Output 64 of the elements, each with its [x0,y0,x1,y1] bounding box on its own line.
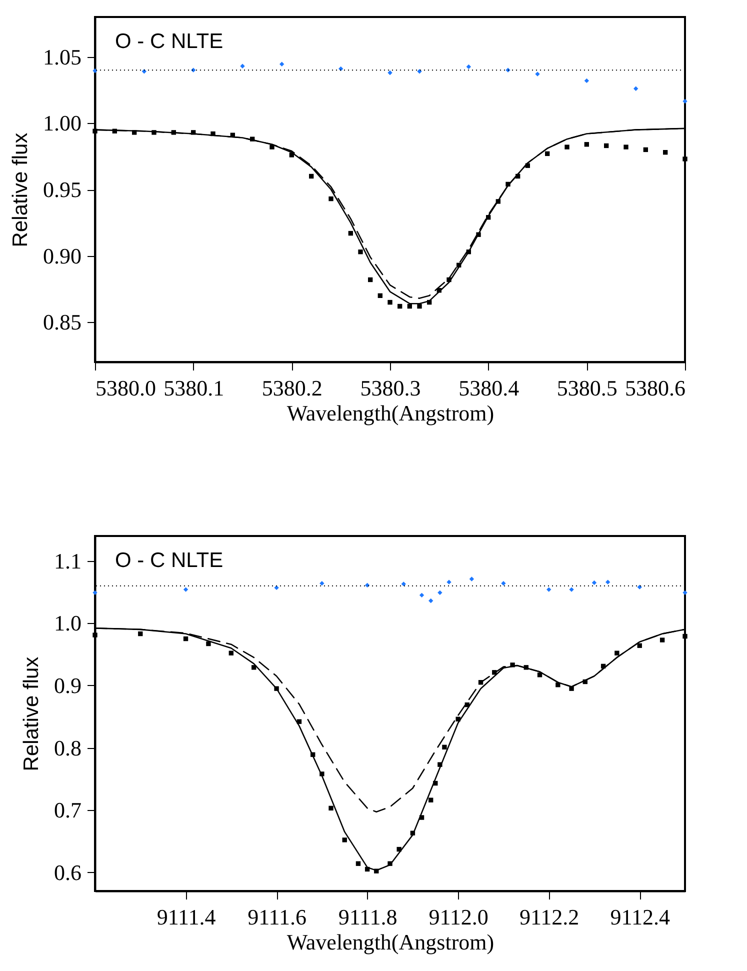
point [682,634,688,639]
y-axis-title: Relative flux [9,132,32,248]
x-tick-label: 9111.6 [248,904,306,930]
x-tick-label: 9112.2 [520,904,580,930]
y-tick-label: 0.6 [54,860,82,885]
x-tick-label: 9112.4 [610,904,670,930]
y-tick-label: 1.1 [54,548,82,574]
point [428,798,434,802]
point [660,638,665,642]
y-tick-label: 0.8 [54,735,82,760]
x-axis-title: Wavelength(Angstrom) [286,400,494,426]
point [637,643,642,648]
point [92,590,98,596]
point [206,641,211,646]
x-tick-label: 5380.6 [625,376,686,400]
x-tick-label: 9111.4 [156,904,216,930]
point [682,590,688,596]
point [614,650,620,656]
y-tick-label: 0.85 [43,310,82,335]
x-tick-label: 5380.4 [458,376,520,400]
x-tick-label: 9112.0 [428,904,488,930]
x-axis-title: Wavelength(Angstrom) [286,930,494,954]
point [92,632,98,638]
y-tick-label: 1.00 [43,110,82,136]
point [469,576,474,582]
point [252,665,256,670]
point [446,580,452,584]
point [274,585,279,590]
point [401,582,406,586]
point [419,592,424,598]
point [342,838,347,842]
point [592,580,597,586]
point [438,590,442,596]
point [183,636,188,642]
point [606,580,610,584]
point [501,580,506,586]
y-tick-label: 0.95 [43,177,82,202]
x-tick-label: 5380.2 [262,376,322,400]
x-tick-label: 5380.5 [556,376,618,400]
point [556,682,560,688]
point [428,598,434,604]
annotation: O - C NLTE [115,549,224,572]
y-tick-label: 1.0 [54,610,82,636]
x-tick-label: 5380.3 [360,376,421,400]
annotation: O - C NLTE [115,30,224,53]
point [442,744,447,750]
x-tick-label: 5380.0 [96,376,156,400]
point [138,631,143,636]
x-tick-label: 9111.8 [338,904,398,930]
point [569,686,574,691]
point [356,861,361,866]
y-tick-label: 0.7 [54,798,82,823]
point [569,587,574,592]
y-axis-title: Relative flux [20,656,43,772]
point [328,806,334,811]
point [183,587,188,592]
x-tick-label: 5380.1 [164,376,224,400]
point [320,580,324,586]
point [637,584,642,590]
y-tick-label: 0.9 [54,672,82,698]
y-tick-label: 0.90 [43,243,82,268]
y-tick-label: 1.05 [43,44,82,70]
point [228,650,234,656]
point [546,587,552,592]
